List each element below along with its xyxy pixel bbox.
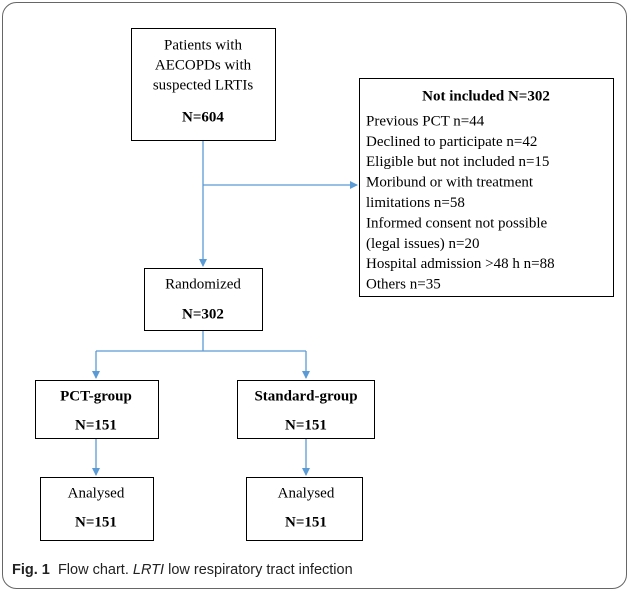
node-box bbox=[246, 477, 363, 541]
node-count: N=151 bbox=[285, 514, 327, 530]
caption-abbr: LRTI bbox=[132, 562, 165, 578]
node-text: Eligible but not included n=15 bbox=[366, 154, 549, 170]
caption-definition: low respiratory tract infection bbox=[168, 562, 353, 578]
node-box bbox=[144, 268, 263, 331]
node-count: N=151 bbox=[75, 417, 117, 433]
caption-label: Fig. 1 bbox=[12, 562, 50, 578]
node-count: N=151 bbox=[285, 417, 327, 433]
node-title: PCT-group bbox=[60, 388, 132, 404]
node-text: Hospital admission >48 h n=88 bbox=[366, 256, 555, 272]
node-text: AECOPDs with bbox=[155, 57, 252, 73]
node-box bbox=[40, 477, 154, 541]
node-text: Randomized bbox=[165, 276, 241, 292]
node-count: N=604 bbox=[182, 109, 224, 125]
node-text: Analysed bbox=[68, 485, 125, 501]
node-text: Moribund or with treatment bbox=[366, 175, 534, 191]
exclusion-list: Previous PCT n=44 Declined to participate… bbox=[366, 113, 555, 292]
node-count: N=302 bbox=[182, 306, 224, 322]
caption-text: Flow chart. bbox=[57, 562, 129, 578]
node-text: Others n=35 bbox=[366, 277, 441, 293]
node-box bbox=[35, 380, 159, 439]
node-title: Not included N=302 bbox=[422, 88, 550, 104]
node-box bbox=[359, 78, 614, 297]
node-title: Standard-group bbox=[254, 388, 357, 404]
node-box bbox=[131, 28, 276, 141]
node-text: Previous PCT n=44 bbox=[366, 113, 485, 129]
node-count: N=151 bbox=[75, 514, 117, 530]
node-text: (legal issues) n=20 bbox=[366, 236, 479, 252]
node-text: Informed consent not possible bbox=[366, 215, 548, 231]
caption: Fig. 1 Flow chart. LRTI low respiratory … bbox=[12, 562, 353, 578]
connector bbox=[96, 330, 306, 352]
node-text: limitations n=58 bbox=[366, 195, 465, 211]
node-text: Declined to participate n=42 bbox=[366, 134, 537, 150]
node-text: Analysed bbox=[278, 485, 335, 501]
node-box bbox=[237, 380, 375, 439]
node-text: Patients with bbox=[164, 37, 242, 53]
node-text: suspected LRTIs bbox=[153, 77, 253, 93]
